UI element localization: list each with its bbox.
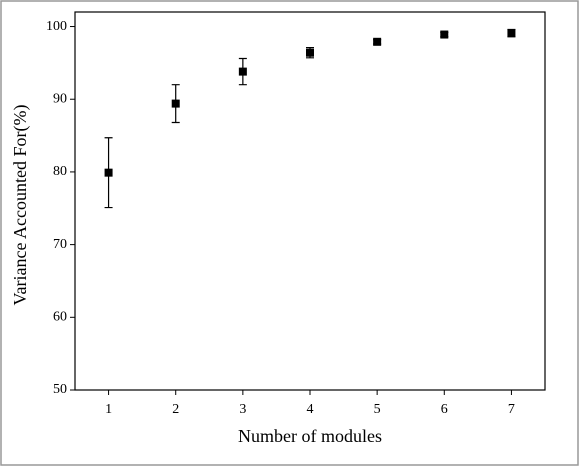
x-tick-label: 1	[105, 402, 112, 417]
y-tick-label: 50	[53, 382, 67, 397]
y-axis-label: Variance Accounted For(%)	[10, 105, 31, 306]
marker	[440, 30, 449, 39]
y-tick-label: 80	[53, 164, 67, 179]
y-tick-label: 100	[46, 19, 67, 34]
y-tick-label: 90	[53, 91, 67, 106]
x-tick-label: 2	[172, 402, 179, 417]
marker	[171, 99, 180, 108]
marker	[104, 168, 113, 177]
y-tick-label: 60	[53, 310, 67, 325]
marker	[306, 48, 314, 57]
y-tick-label: 70	[53, 237, 67, 252]
marker	[373, 37, 382, 46]
x-tick-label: 6	[441, 402, 448, 417]
x-tick-label: 7	[508, 402, 515, 417]
x-axis-label: Number of modules	[238, 426, 382, 446]
marker	[507, 29, 516, 38]
x-tick-label: 5	[374, 402, 381, 417]
marker	[238, 67, 247, 76]
x-tick-label: 4	[307, 402, 314, 417]
x-tick-label: 3	[239, 402, 246, 417]
